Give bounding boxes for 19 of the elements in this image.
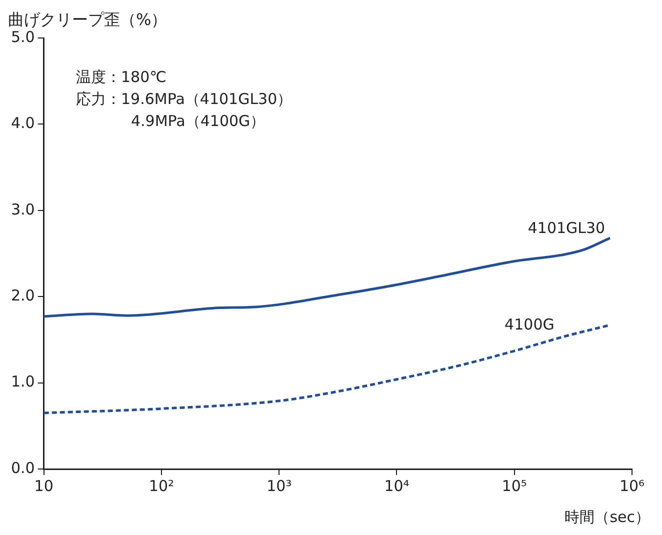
- y-tick-label: 5.0: [10, 28, 35, 46]
- x-tick-label: 10³: [266, 476, 292, 495]
- x-axis-title: 時間（sec）: [564, 508, 650, 527]
- series-label: 4101GL30: [528, 218, 606, 237]
- y-tick-label: 0.0: [10, 458, 35, 477]
- y-tick-label: 1.0: [10, 372, 35, 391]
- y-tick-label: 3.0: [10, 200, 35, 218]
- y-axis-title: 曲げクリープ歪（%）: [8, 10, 168, 30]
- series-label: 4100G: [504, 315, 554, 334]
- x-tick-label: 10: [34, 476, 54, 495]
- y-tick-label: 2.0: [10, 286, 35, 304]
- y-tick-label: 4.0: [10, 114, 35, 132]
- annotation: 応力：19.6MPa（4101GL30）: [76, 89, 292, 110]
- annotation: 4.9MPa（4100G）: [130, 111, 266, 132]
- x-tick-label: 10⁶: [619, 476, 645, 495]
- x-tick-label: 10⁵: [502, 476, 527, 495]
- x-tick-label: 10²: [148, 476, 174, 495]
- x-tick-label: 10⁴: [384, 476, 410, 495]
- annotation: 温度：180℃: [76, 67, 168, 88]
